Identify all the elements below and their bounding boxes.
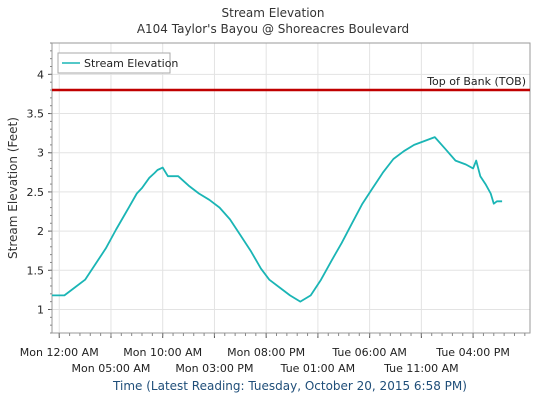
legend-label: Stream Elevation	[84, 57, 178, 70]
x-tick-label: Mon 10:00 AM	[123, 346, 202, 359]
top-of-bank-label: Top of Bank (TOB)	[426, 75, 526, 88]
x-axis-label: Time (Latest Reading: Tuesday, October 2…	[112, 379, 467, 393]
x-tick-label: Tue 01:00 AM	[280, 362, 356, 375]
chart-title: Stream Elevation	[222, 6, 325, 20]
y-tick-label: 2	[37, 225, 44, 238]
y-axis: 1 1.5 2 2.5 3 3.5 4	[27, 42, 52, 334]
y-tick-label: 2.5	[27, 186, 45, 199]
x-tick-label: Mon 03:00 PM	[175, 362, 253, 375]
legend-box	[57, 52, 171, 74]
legend: Stream Elevation	[57, 52, 178, 74]
chart-subtitle: A104 Taylor's Bayou @ Shoreacres Bouleva…	[137, 22, 409, 36]
x-tick-label: Mon 05:00 AM	[72, 362, 151, 375]
x-tick-label: Tue 04:00 PM	[435, 346, 510, 359]
y-tick-label: 4	[37, 68, 44, 81]
x-tick-label: Tue 11:00 AM	[383, 362, 459, 375]
x-tick-label: Mon 12:00 AM	[20, 346, 99, 359]
x-axis: Mon 12:00 AM Mon 05:00 AM Mon 10:00 AM Mon …	[20, 333, 526, 375]
x-tick-label: Tue 06:00 AM	[331, 346, 407, 359]
y-tick-label: 3	[37, 147, 44, 160]
x-tick-label: Mon 08:00 PM	[227, 346, 305, 359]
y-axis-label: Stream Elevation (Feet)	[6, 117, 20, 259]
reference-line-group: Top of Bank (TOB)	[52, 75, 530, 92]
plot-area	[51, 42, 531, 334]
y-tick-label: 1.5	[27, 264, 45, 277]
y-tick-label: 3.5	[27, 108, 45, 121]
y-tick-label: 1	[37, 303, 44, 316]
series-group	[52, 136, 503, 303]
series-line-stream-elevation	[52, 136, 503, 303]
